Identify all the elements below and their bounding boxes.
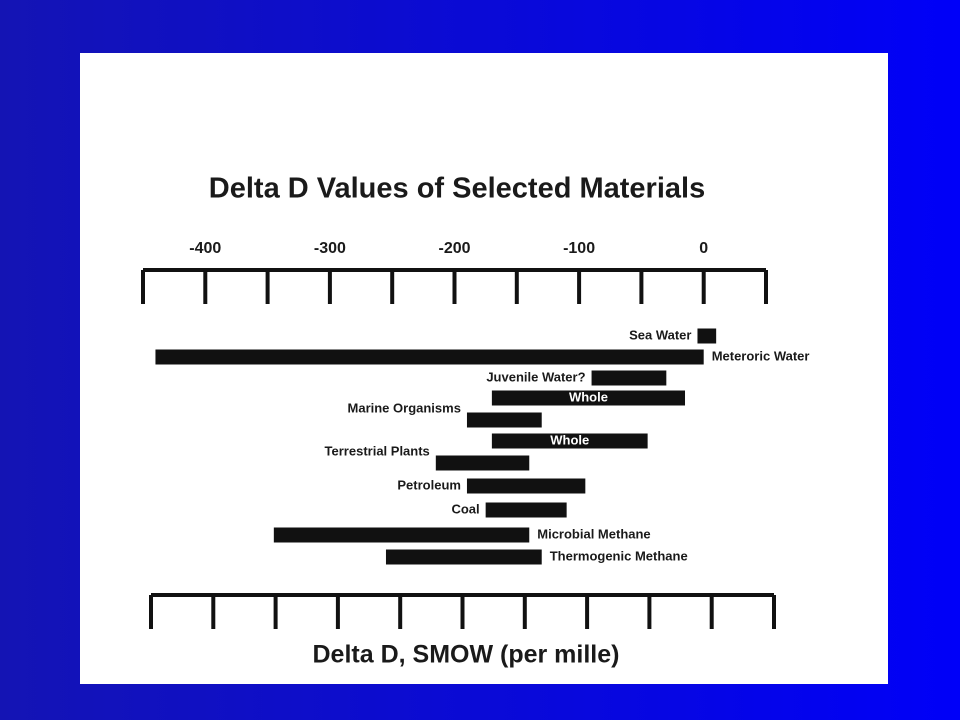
range-bar [435,455,530,471]
x-axis-label: Delta D, SMOW (per mille) [313,641,620,669]
range-bar [485,502,567,518]
paper [80,53,888,684]
category-label: Juvenile Water? [486,369,585,384]
range-bar [155,349,704,365]
category-label: Marine Organisms [348,400,461,415]
x-tick-label: -300 [314,240,346,257]
chart-title: Delta D Values of Selected Materials [209,173,705,205]
category-label: Terrestrial Plants [325,443,430,458]
range-bar [385,549,542,565]
category-label: Petroleum [397,477,461,492]
range-bar [697,328,717,344]
range-bar [591,370,667,386]
x-tick-label: -200 [438,240,470,257]
x-tick-label: 0 [699,240,708,257]
range-bar [491,433,648,449]
x-tick-label: -100 [563,240,595,257]
category-label: Thermogenic Methane [550,548,688,563]
range-bar [491,390,686,406]
bar-label: Whole [550,432,589,447]
bar-label: Whole [569,389,608,404]
range-bar [273,527,530,543]
category-label: Coal [451,501,479,516]
category-label: Microbial Methane [537,526,650,541]
range-bar [466,412,542,428]
x-tick-label: -400 [189,240,221,257]
category-label: Sea Water [629,327,691,342]
range-bar [466,478,586,494]
category-label: Meteroric Water [712,348,810,363]
